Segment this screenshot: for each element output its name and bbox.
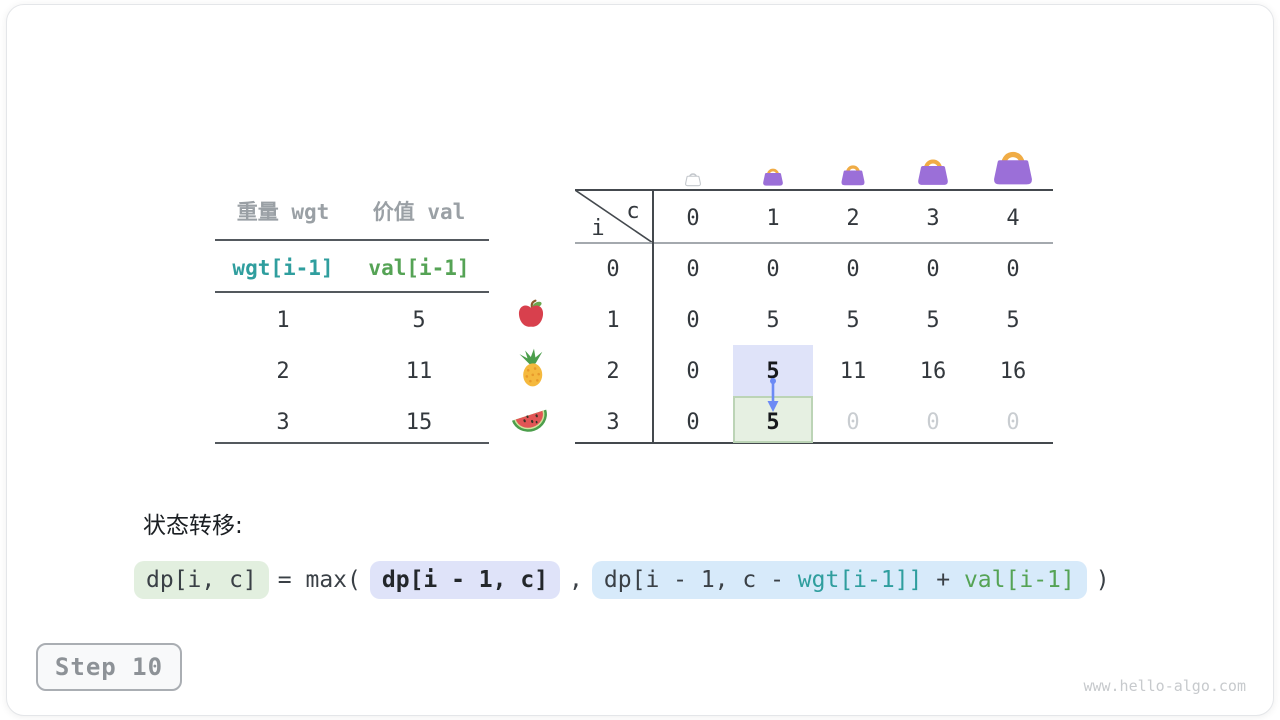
pineapple-icon xyxy=(519,348,543,387)
dp-table-corner-diagonal xyxy=(575,190,653,243)
dp-col-header: 4 xyxy=(1006,205,1020,231)
dp-cell: 16 xyxy=(919,358,947,384)
apple-icon xyxy=(518,299,544,327)
bag-capacity-1-icon xyxy=(763,168,783,186)
dp-cell: 0 xyxy=(686,409,700,435)
dp-col-header: 3 xyxy=(926,205,940,231)
bag-capacity-0-icon xyxy=(685,173,701,187)
dp-cell-source: 5 xyxy=(766,358,780,384)
formula-operator: = max( xyxy=(277,567,361,593)
dp-cell: 0 xyxy=(686,307,700,333)
transition-label: 状态转移: xyxy=(143,513,243,539)
bag-capacity-3-icon xyxy=(918,159,948,185)
dp-table-rule-header xyxy=(575,242,1053,244)
dp-table-rule-vertical xyxy=(652,189,654,444)
dp-cell: 0 xyxy=(766,256,780,282)
dp-cell: 5 xyxy=(846,307,860,333)
transition-formula: dp[i, c] = max( dp[i - 1, c] , dp[i - 1,… xyxy=(134,558,1110,602)
item-weight: 3 xyxy=(276,409,290,435)
formula-arg2-prefix: dp[i - 1, c - xyxy=(603,567,798,593)
dp-cell-pending: 0 xyxy=(926,409,940,435)
formula-close: ) xyxy=(1095,567,1110,593)
dp-col-header: 0 xyxy=(686,205,700,231)
item-weight: 1 xyxy=(276,307,290,333)
items-table-rule-bottom xyxy=(215,442,489,444)
formula-arg1: dp[i - 1, c] xyxy=(369,561,561,599)
dp-cell: 11 xyxy=(839,358,867,384)
dp-cell-target: 5 xyxy=(766,409,780,435)
dp-cell: 0 xyxy=(686,256,700,282)
dp-corner-row-var: i xyxy=(591,215,605,241)
bag-capacity-2-icon xyxy=(841,165,865,186)
dp-cell: 5 xyxy=(926,307,940,333)
dp-table-rule-top xyxy=(575,189,1053,191)
watermark: www.hello-algo.com xyxy=(1083,677,1246,695)
dp-cell: 0 xyxy=(686,358,700,384)
formula-arg2-wgt: wgt[i-1]] xyxy=(797,567,923,593)
dp-row-header: 2 xyxy=(606,358,620,384)
dp-cell: 5 xyxy=(766,307,780,333)
dp-cell-pending: 0 xyxy=(846,409,860,435)
dp-col-header: 2 xyxy=(846,205,860,231)
dp-cell: 0 xyxy=(926,256,940,282)
formula-lhs: dp[i, c] xyxy=(134,561,269,599)
dp-row-header: 0 xyxy=(606,256,620,282)
items-table-header-value: 价值 val xyxy=(372,200,466,224)
item-value: 15 xyxy=(405,409,433,435)
dp-corner-col-var: c xyxy=(626,198,640,224)
watermelon-icon xyxy=(511,409,547,432)
formula-arg2-val: val[i-1] xyxy=(963,567,1075,593)
dp-table-rule-bottom xyxy=(575,442,1053,444)
dp-cell-pending: 0 xyxy=(1006,409,1020,435)
item-value: 5 xyxy=(412,307,426,333)
item-value: 11 xyxy=(405,358,433,384)
transition-arrow-icon xyxy=(767,378,779,412)
formula-comma: , xyxy=(569,567,583,593)
dp-cell: 5 xyxy=(1006,307,1020,333)
dp-row-header: 1 xyxy=(606,307,620,333)
items-table-rule-mid xyxy=(215,291,489,293)
bag-capacity-4-icon xyxy=(994,151,1032,185)
items-table-header-weight: 重量 wgt xyxy=(236,200,330,224)
items-table-var-val: val[i-1] xyxy=(368,256,470,280)
card-background xyxy=(6,4,1274,716)
dp-cell: 16 xyxy=(999,358,1027,384)
formula-arg2: dp[i - 1, c - wgt[i-1]] + val[i-1] xyxy=(591,561,1087,599)
formula-arg2-plus: + xyxy=(922,567,964,593)
step-badge: Step 10 xyxy=(36,643,182,691)
dp-cell: 0 xyxy=(846,256,860,282)
item-weight: 2 xyxy=(276,358,290,384)
items-table-rule-top xyxy=(215,239,489,241)
dp-cell: 0 xyxy=(1006,256,1020,282)
items-table-var-wgt: wgt[i-1] xyxy=(232,256,334,280)
dp-col-header: 1 xyxy=(766,205,780,231)
dp-row-header: 3 xyxy=(606,409,620,435)
